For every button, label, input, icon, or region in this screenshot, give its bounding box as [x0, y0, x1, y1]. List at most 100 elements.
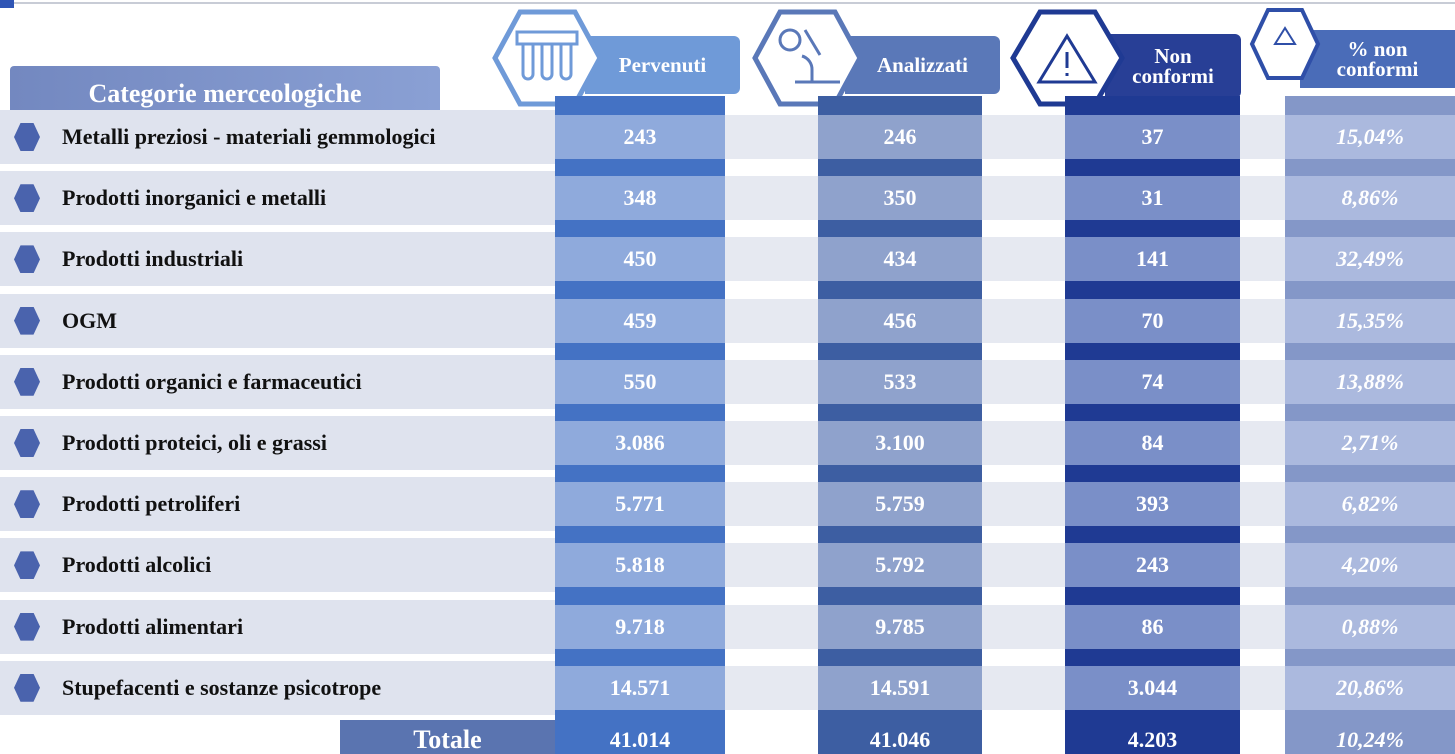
value-cell: 31 [1065, 176, 1240, 221]
row-band [0, 416, 555, 470]
row-band [1240, 665, 1285, 710]
value-cell: 9.718 [555, 604, 725, 649]
header-percent: % non conformi [1300, 30, 1455, 88]
row-band [1240, 176, 1285, 221]
value-cell: 70 [1065, 298, 1240, 343]
row-band [982, 176, 1065, 221]
row-band [725, 115, 818, 159]
value-cell: 5.792 [818, 543, 982, 588]
row-band [1240, 237, 1285, 282]
row-band [982, 421, 1065, 465]
value-cell: 393 [1065, 482, 1240, 527]
row-band [725, 359, 818, 404]
value-cell: 15,35% [1285, 298, 1455, 343]
row-band [0, 293, 555, 348]
top-rule [0, 2, 1455, 4]
row-band [982, 604, 1065, 649]
row-band [982, 543, 1065, 588]
value-cell: 3.044 [1065, 665, 1240, 710]
row-band [725, 237, 818, 282]
row-band [725, 421, 818, 465]
value-cell: 37 [1065, 115, 1240, 159]
microscope-icon [778, 28, 840, 84]
value-cell: 243 [555, 115, 725, 159]
value-cell: 456 [818, 298, 982, 343]
row-band [1240, 115, 1285, 159]
row-band [1240, 482, 1285, 527]
value-cell: 4,20% [1285, 543, 1455, 588]
value-cell: 9.785 [818, 604, 982, 649]
value-cell: 86 [1065, 604, 1240, 649]
value-cell: 2,71% [1285, 421, 1455, 465]
warning-icon [1036, 33, 1098, 84]
row-band [1240, 359, 1285, 404]
category-label: Prodotti alimentari [62, 613, 244, 639]
value-cell: 74 [1065, 359, 1240, 404]
total-label: Totale [340, 720, 555, 754]
row-icon [14, 612, 40, 641]
row-band [982, 298, 1065, 343]
row-band [0, 538, 555, 593]
row-band [0, 477, 555, 532]
value-cell: 5.771 [555, 482, 725, 527]
row-band [1240, 543, 1285, 588]
row-band [982, 359, 1065, 404]
row-band [725, 604, 818, 649]
hex-icon [492, 9, 603, 107]
row-band [982, 115, 1065, 159]
category-label: Metalli preziosi - materiali gemmologici [62, 124, 436, 149]
row-band [0, 110, 555, 164]
value-cell: 0,88% [1285, 604, 1455, 649]
row-band [1240, 421, 1285, 465]
header-non-conformi: Non conformi [1105, 34, 1241, 98]
row-band [725, 176, 818, 221]
value-cell: 550 [555, 359, 725, 404]
category-label: Prodotti inorganici e metalli [62, 185, 327, 211]
category-label: Stupefacenti e sostanze psicotrope [62, 674, 382, 700]
value-cell: 5.759 [818, 482, 982, 527]
value-cell: 84 [1065, 421, 1240, 465]
row-icon [14, 673, 40, 702]
value-cell: 14.591 [818, 665, 982, 710]
row-band [725, 298, 818, 343]
value-cell: 459 [555, 298, 725, 343]
header-pervenuti: Pervenuti [585, 36, 740, 94]
value-cell: 533 [818, 359, 982, 404]
value-cell: 14.571 [555, 665, 725, 710]
row-icon [14, 184, 40, 213]
value-cell: 15,04% [1285, 115, 1455, 159]
row-band [982, 237, 1065, 282]
row-band [725, 543, 818, 588]
value-cell: 13,88% [1285, 359, 1455, 404]
row-band [725, 665, 818, 710]
value-cell: 141 [1065, 237, 1240, 282]
category-label: Prodotti industriali [62, 246, 244, 272]
value-cell: 348 [555, 176, 725, 221]
value-cell: 5.818 [555, 543, 725, 588]
row-band [982, 482, 1065, 527]
row-band [0, 599, 555, 654]
row-band [1240, 298, 1285, 343]
row-band [1240, 604, 1285, 649]
value-cell: 3.100 [818, 421, 982, 465]
category-label: Prodotti organici e farmaceutici [62, 368, 362, 394]
total-cell: 41.046 [818, 720, 982, 754]
header-analizzati: Analizzati [845, 36, 1000, 94]
row-icon [14, 551, 40, 580]
value-cell: 350 [818, 176, 982, 221]
value-cell: 434 [818, 237, 982, 282]
category-label: OGM [62, 307, 117, 333]
value-cell: 32,49% [1285, 237, 1455, 282]
total-cell: 4.203 [1065, 720, 1240, 754]
value-cell: 246 [818, 115, 982, 159]
value-cell: 6,82% [1285, 482, 1455, 527]
row-band [0, 354, 555, 409]
value-cell: 243 [1065, 543, 1240, 588]
category-label: Prodotti petroliferi [62, 491, 241, 517]
value-cell: 8,86% [1285, 176, 1455, 221]
warning-icon-small [1273, 26, 1297, 45]
row-band [982, 665, 1065, 710]
value-cell: 450 [555, 237, 725, 282]
total-cell: 41.014 [555, 720, 725, 754]
